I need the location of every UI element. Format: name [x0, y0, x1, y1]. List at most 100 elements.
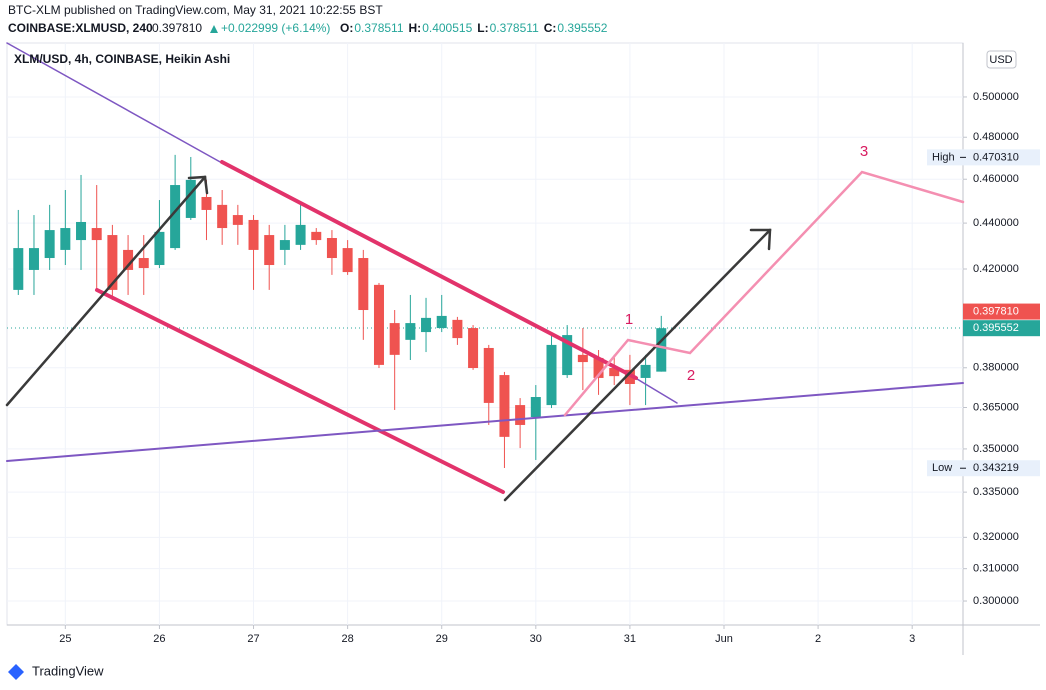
x-tick-label: 2 — [815, 633, 821, 645]
y-tick-label: 0.335000 — [973, 486, 1019, 498]
up-arrow — [210, 25, 218, 33]
candle-body — [154, 231, 165, 266]
candle-body — [468, 328, 479, 369]
logo — [8, 664, 24, 680]
ohlc-key: L: — [477, 21, 488, 35]
candle-body — [342, 248, 353, 273]
y-tick-label: 0.380000 — [973, 362, 1019, 374]
x-tick-label: 26 — [153, 633, 165, 645]
x-tick-label: 31 — [624, 633, 636, 645]
drawings — [5, 42, 965, 502]
x-tick-label: 29 — [436, 633, 448, 645]
candle-body — [530, 397, 541, 418]
candle-body — [546, 344, 557, 406]
ohlc-key: H: — [409, 21, 422, 35]
candle-body — [76, 221, 87, 241]
candle-body — [28, 248, 39, 270]
change: +0.022999 (+6.14%) — [221, 21, 330, 35]
candle-body — [185, 179, 196, 218]
candle-body — [515, 405, 526, 425]
ohlc: O: 0.378511 H: 0.400515 L: 0.378511 C: 0.395552 — [340, 21, 608, 35]
arrow-head — [187, 175, 209, 195]
price-badge — [963, 303, 1040, 320]
ohlc-key: C: — [544, 21, 557, 35]
footer: TradingView — [8, 663, 104, 680]
x-tick-label: 3 — [909, 633, 915, 645]
candle-body — [609, 368, 620, 377]
candle-body — [201, 196, 212, 210]
candle-body — [326, 238, 337, 259]
candle-body — [405, 323, 416, 340]
extreme-label: 0.343219 — [973, 462, 1019, 474]
candle-body — [248, 219, 259, 250]
candle-body — [295, 224, 306, 245]
price-badge-label: 0.395552 — [973, 322, 1019, 334]
ohlc-value: 0.395552 — [557, 21, 607, 35]
price-badge-label: 0.397810 — [973, 305, 1019, 317]
y-tick-label: 0.480000 — [973, 131, 1019, 143]
arrow — [5, 175, 207, 407]
candle-body — [499, 375, 510, 437]
projection-path — [563, 170, 965, 417]
candle-body — [13, 248, 24, 290]
x-tick-label: 28 — [341, 633, 353, 645]
y-tick-label: 0.365000 — [973, 401, 1019, 413]
support-line — [6, 382, 964, 462]
wave-label: 3 — [860, 143, 868, 160]
candle-body — [107, 235, 118, 290]
extreme-name: Low — [932, 462, 952, 474]
candle-body — [279, 240, 290, 250]
candle-body — [123, 249, 134, 270]
candle-body — [436, 315, 447, 329]
brand: TradingView — [32, 663, 104, 678]
publisher: BTC-XLM published on TradingView.com, Ma… — [8, 3, 383, 17]
x-tick-label: 27 — [247, 633, 259, 645]
candle-body — [138, 258, 149, 269]
y-tick-label: 0.300000 — [973, 595, 1019, 607]
candle-body — [373, 284, 384, 365]
candle-body — [91, 228, 102, 241]
channel-line — [95, 288, 505, 494]
candle-body — [358, 258, 369, 311]
candle-body — [264, 235, 275, 266]
price-badge — [963, 320, 1040, 337]
candle-body — [577, 354, 588, 363]
y-tick-label: 0.320000 — [973, 531, 1019, 543]
candle-body — [562, 335, 573, 376]
candle-body — [593, 357, 604, 378]
candle-body — [452, 319, 463, 339]
x-tick-label: Jun — [715, 633, 733, 645]
arrow — [503, 228, 772, 502]
candle-body — [217, 204, 228, 229]
currency-badge — [986, 50, 1017, 69]
extreme-label: 0.470310 — [973, 151, 1019, 163]
extreme-badge — [927, 460, 1040, 477]
ohlc-value: 0.378511 — [354, 21, 403, 35]
ohlc-value: 0.400515 — [422, 21, 472, 35]
wave-label: 1 — [625, 311, 633, 328]
candle-body — [60, 228, 71, 250]
trend-line — [6, 42, 223, 164]
candle-body — [421, 317, 432, 333]
x-tick-label: 25 — [59, 633, 71, 645]
symbol: COINBASE:XLMUSD, 240 — [8, 21, 153, 35]
ohlc-key: O: — [340, 21, 353, 35]
candle-body — [640, 364, 651, 378]
extreme-name: High — [932, 151, 955, 163]
ohlc-value: 0.378511 — [490, 21, 539, 35]
wave-label: 2 — [687, 367, 695, 384]
channel-line — [220, 160, 638, 380]
arrow-head — [749, 228, 772, 251]
legend-title: XLM/USD, 4h, COINBASE, Heikin Ashi — [14, 52, 230, 66]
candle-body — [389, 323, 400, 355]
y-tick-label: 0.350000 — [973, 443, 1019, 455]
price: 0.397810 — [152, 21, 202, 35]
extreme-badge — [927, 149, 1040, 166]
y-tick-label: 0.440000 — [973, 217, 1019, 229]
candle-body — [656, 328, 667, 372]
y-tick-label: 0.460000 — [973, 173, 1019, 185]
x-tick-label: 30 — [530, 633, 542, 645]
